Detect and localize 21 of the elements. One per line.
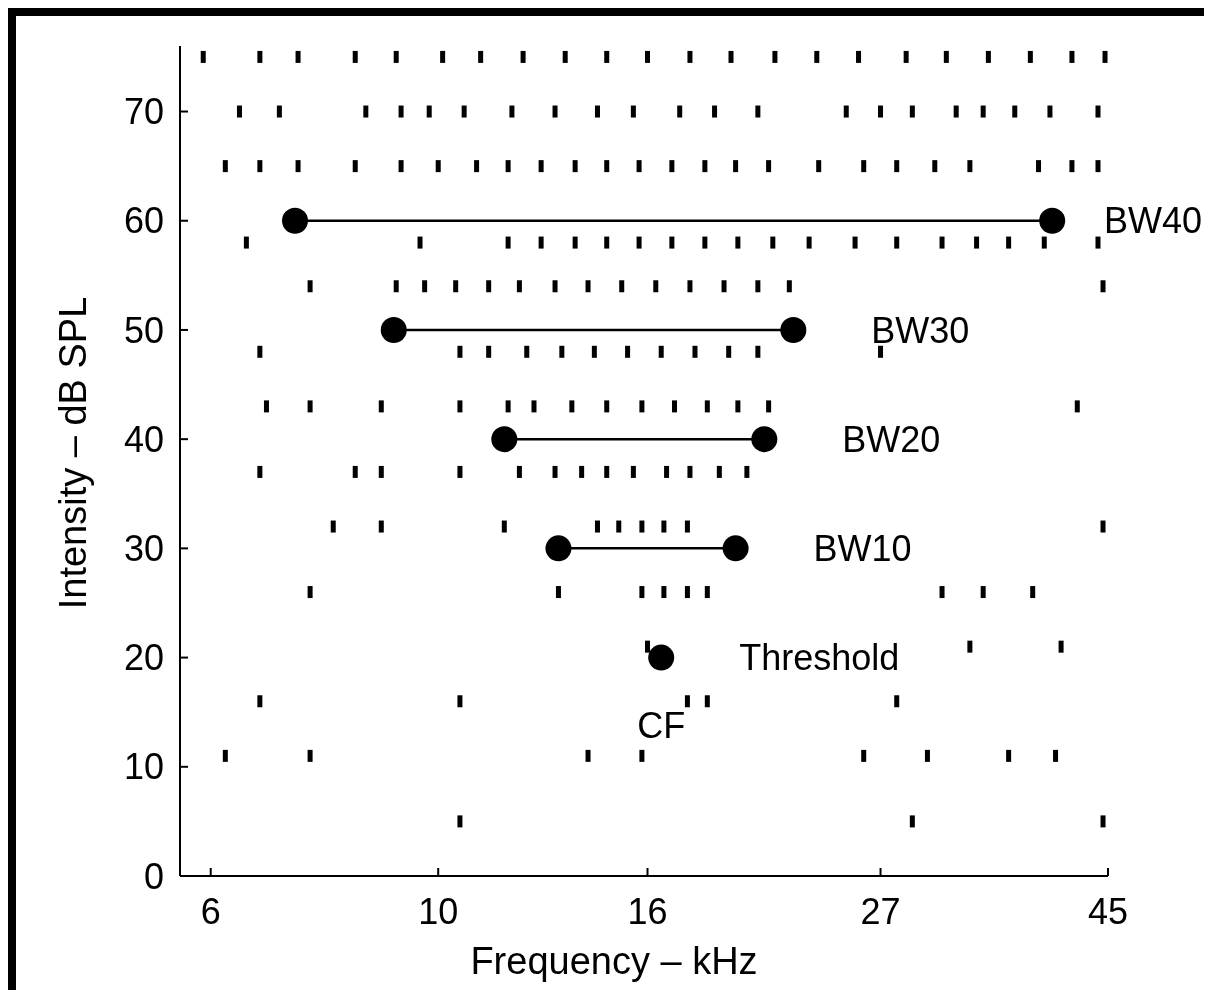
x-tick-label: 45 [1087, 891, 1129, 932]
y-tick-label: 70 [123, 91, 164, 133]
series-label: BW40 [1104, 200, 1203, 242]
y-tick-label: 40 [123, 418, 164, 460]
y-axis-title: Intensity – dB SPL [52, 296, 94, 610]
annotation: CF [637, 704, 686, 746]
y-tick-label: 30 [123, 527, 164, 569]
series-label: Threshold [739, 637, 900, 679]
x-tick-label: 10 [418, 891, 459, 932]
series-label: BW10 [813, 527, 912, 569]
y-tick-label: 50 [123, 309, 164, 351]
y-tick-label: 10 [123, 746, 164, 788]
series-label: BW30 [871, 309, 970, 351]
series-label: BW20 [842, 418, 941, 460]
y-tick-label: 0 [143, 855, 164, 897]
x-tick-label: 16 [627, 891, 668, 932]
y-tick-label: 20 [123, 637, 164, 679]
x-tick-label: 6 [200, 891, 221, 932]
x-axis-title: Frequency – kHz [470, 940, 758, 982]
y-tick-label: 60 [123, 200, 164, 242]
x-tick-label: 27 [860, 891, 901, 932]
